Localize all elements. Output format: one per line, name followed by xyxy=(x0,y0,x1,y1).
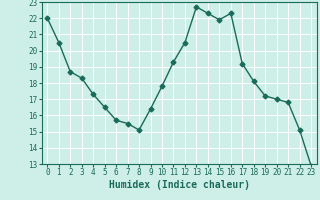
X-axis label: Humidex (Indice chaleur): Humidex (Indice chaleur) xyxy=(109,180,250,190)
